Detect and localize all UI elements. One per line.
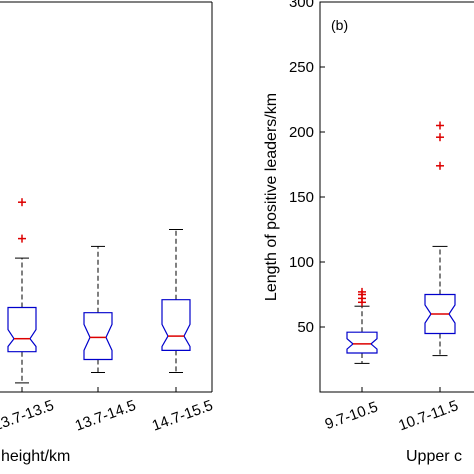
panel-a: 13.7-13.5 13.7-14.5 14.7-15.5 height/km (0, 1, 215, 465)
notched-box (161, 299, 191, 351)
outlier-marker (436, 161, 444, 170)
panel-a-boxes (7, 198, 191, 384)
panel-b-y-axis-label: Length of positive leaders/km (263, 93, 280, 301)
x-tick-label: 13.7-14.5 (73, 397, 138, 435)
x-tick-label: 14.7-15.5 (150, 397, 215, 435)
outlier-marker (358, 287, 366, 296)
notched-box (346, 331, 378, 354)
y-tick-label: 50 (297, 319, 314, 336)
box-1 (7, 198, 37, 384)
panel-a-x-tick-labels: 13.7-13.5 13.7-14.5 14.7-15.5 (0, 387, 215, 435)
notched-box (424, 293, 456, 335)
panel-b-boxes (346, 121, 456, 364)
y-tick-label: 100 (289, 254, 314, 271)
box-2 (424, 121, 456, 357)
y-tick-label: 200 (289, 124, 314, 141)
outlier-marker (436, 133, 444, 142)
panel-b-x-tick-labels: 9.7-10.5 10.7-11.5 (323, 387, 461, 434)
panel-b-label: (b) (331, 17, 348, 33)
outlier-marker (18, 198, 26, 207)
outlier-marker (436, 121, 444, 130)
x-tick-label: 9.7-10.5 (323, 398, 381, 433)
notched-box (83, 312, 113, 361)
y-tick-label: 150 (289, 189, 314, 206)
outlier-marker (18, 234, 26, 243)
box-3 (161, 229, 191, 373)
y-tick-label: 250 (289, 59, 314, 76)
panel-b-x-axis-label: Upper c (406, 448, 462, 465)
y-tick-label: 300 (289, 0, 314, 11)
panel-a-x-axis-label: height/km (1, 448, 70, 465)
notched-box (7, 306, 37, 353)
panel-b-y-ticks: 50 100 150 200 250 300 (289, 0, 325, 336)
x-tick-label: 13.7-13.5 (0, 397, 56, 435)
box-1 (346, 287, 378, 364)
box-2 (83, 245, 113, 373)
x-tick-label: 10.7-11.5 (396, 397, 460, 434)
